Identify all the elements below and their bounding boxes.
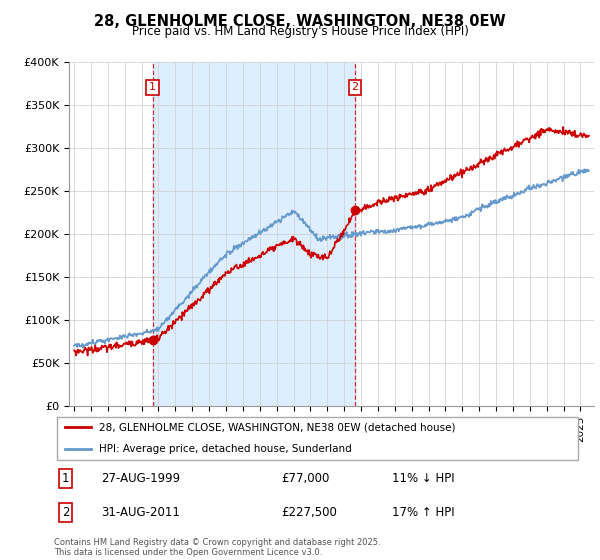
- Text: 2: 2: [62, 506, 70, 519]
- Text: £77,000: £77,000: [281, 472, 329, 485]
- Text: 28, GLENHOLME CLOSE, WASHINGTON, NE38 0EW (detached house): 28, GLENHOLME CLOSE, WASHINGTON, NE38 0E…: [99, 422, 455, 432]
- Text: 1: 1: [62, 472, 70, 485]
- Text: £227,500: £227,500: [281, 506, 337, 519]
- Text: 17% ↑ HPI: 17% ↑ HPI: [392, 506, 455, 519]
- Text: HPI: Average price, detached house, Sunderland: HPI: Average price, detached house, Sund…: [99, 444, 352, 454]
- Text: 11% ↓ HPI: 11% ↓ HPI: [392, 472, 455, 485]
- Text: 31-AUG-2011: 31-AUG-2011: [101, 506, 181, 519]
- Bar: [152, 62, 355, 406]
- Text: 27-AUG-1999: 27-AUG-1999: [101, 472, 181, 485]
- Text: 2: 2: [352, 82, 359, 92]
- Text: 1: 1: [149, 82, 156, 92]
- FancyBboxPatch shape: [56, 417, 578, 460]
- Text: Price paid vs. HM Land Registry's House Price Index (HPI): Price paid vs. HM Land Registry's House …: [131, 25, 469, 38]
- Text: 28, GLENHOLME CLOSE, WASHINGTON, NE38 0EW: 28, GLENHOLME CLOSE, WASHINGTON, NE38 0E…: [94, 14, 506, 29]
- Text: Contains HM Land Registry data © Crown copyright and database right 2025.
This d: Contains HM Land Registry data © Crown c…: [54, 538, 380, 557]
